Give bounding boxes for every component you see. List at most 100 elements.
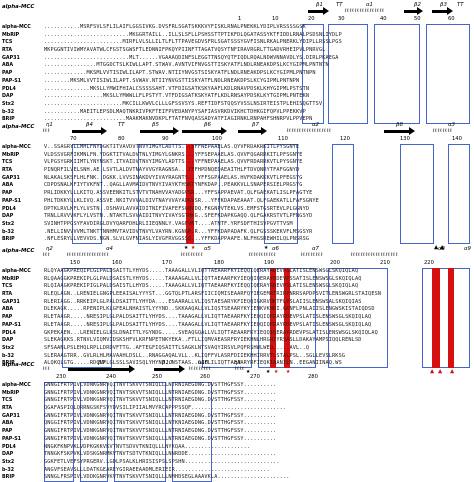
annotation-marks: ★ ★ ★ ▲ ▲ bbox=[2, 242, 472, 252]
beta-strand-arrow bbox=[182, 127, 227, 135]
residue-ruler: 70 80 90 100 110 120 130 140 bbox=[2, 136, 472, 144]
sequence-residues: VLDSSVGRFIKMNLFN.YDGKTITVALDVTNLYIMGYLGN… bbox=[44, 151, 303, 158]
sequence-residues: RLETAAGR.....NRESIPLGLPALDSAITTLYHYDS...… bbox=[44, 314, 372, 321]
sequence-name: Stx2 bbox=[2, 221, 15, 227]
sequence-name: GAP31 bbox=[2, 413, 20, 419]
sequence-row: Stx2 SVINHTPPGSYFAVDIRGLDVYQARFDHLRLIIEQN… bbox=[2, 221, 472, 229]
sequence-row: ABA ................MTGGDCTSLKIWLLAPT.STW… bbox=[2, 62, 472, 70]
sequence-name: BRIP bbox=[2, 361, 15, 367]
tick-label: 30 bbox=[338, 16, 345, 22]
sequence-residues: GNNGIFRTPIVLVDNKGNRVQITNVTSKVVTSNIQLLLNT… bbox=[44, 382, 277, 388]
sequence-row: MbRIP VLDSSVGRFIKMNLFN.YDGKTITVALDVTNLYIM… bbox=[2, 152, 472, 160]
helix-coil: ℓℓℓ bbox=[42, 366, 50, 372]
element-label: α1 bbox=[366, 2, 373, 8]
sequence-name: alpha-MCC bbox=[2, 25, 31, 30]
sequence-residues: ..............MKSLLYMWIFHIALCSSSSSAHT.VT… bbox=[44, 85, 310, 92]
sequence-residues: DPTKLRVLKFLYLVSTN..DSHAVLAVVAIDITNIFIVAF… bbox=[44, 205, 310, 212]
sequence-name: MbRIP bbox=[2, 276, 20, 282]
sequence-row: PDL4 ..............MKSLLYMWIFHIALCSSSSSAH… bbox=[2, 86, 472, 94]
beta-strand-arrow bbox=[384, 127, 415, 135]
sequence-name: TCS bbox=[2, 398, 13, 404]
sequence-residues: .NFLESRYLLVEVVDS.NGN.SLVLGVFNIASLYIVGFRV… bbox=[44, 236, 310, 243]
sequence-row: TCS ........................MIRFLVLSLLILT… bbox=[2, 39, 472, 47]
secondary-structure-track: alpha-MCC β9 β10 α10 η3 ℓℓℓ ℓℓℓℓℓℓℓℓℓ ℓℓ… bbox=[2, 360, 472, 382]
helix-coil: ℓℓℓℓℓℓℓℓℓℓℓℓℓℓℓℓℓ bbox=[66, 252, 109, 258]
element-label: β9 bbox=[98, 360, 105, 366]
residue-ruler: 150 160 170 180 190 200 210 220 bbox=[2, 260, 472, 268]
triangle-icon: ▲ bbox=[440, 242, 445, 251]
sequence-row: PAP-S1 GNNGIFRTPIVLVDNKGNRVQITNVTSKVVTSNI… bbox=[2, 436, 472, 444]
sequence-row: GAP31 RLERIAGG..RRKEIPLGLPALDSAITTLYHYDA.… bbox=[2, 299, 472, 307]
element-label: α3 bbox=[448, 122, 455, 128]
sequence-row: DAP TNNGKFSKPVKLVDSKGNRMKVTNVTSDTVTKNIQLL… bbox=[2, 451, 472, 459]
tick-label: 120 bbox=[340, 136, 350, 142]
element-label: β6 bbox=[204, 122, 211, 128]
sequence-row: alpha-MCC RLQYAAGKPREQIPLGLPALDSAITTLYHYD… bbox=[2, 268, 472, 276]
sequence-residues: ..................MKSLLYMWWLLFLPSTYT.VTF… bbox=[44, 93, 310, 100]
sequence-row: PAP-S1 RLETAAGR.....NRESIPLGLPALDSAITTLYH… bbox=[2, 322, 472, 330]
tick-label: 190 bbox=[264, 260, 274, 266]
sequence-residues: TRNLLRVVVKFLYLVSTN..NTAKTLSVVAIDITNVYIVA… bbox=[44, 213, 313, 220]
sequence-row: Stx2 ........................MKCILLKWVLCL… bbox=[2, 101, 472, 109]
sequence-row: PAP RLETAAGR.....NRESIPLGLPALDSAITTLYHYDS… bbox=[2, 314, 472, 322]
tick-label: 110 bbox=[278, 136, 288, 142]
sequence-name: PAP bbox=[2, 315, 13, 321]
helix-coil: ℓℓℓℓℓℓℓℓℓ bbox=[300, 252, 323, 258]
sequence-name: PAP bbox=[2, 191, 13, 197]
tick-label: 230 bbox=[56, 374, 66, 380]
sequence-residues: ........................MIRFLVLSLLILTLFL… bbox=[44, 39, 342, 46]
sequence-row: DAP ..................MKSLLYMWWLLFLPSTYT.… bbox=[2, 93, 472, 101]
triangle-icon: ▲ bbox=[430, 366, 435, 375]
sequence-residues: ..........................MLT......VGAAA… bbox=[44, 54, 339, 61]
annotation-marks: ★ ★ ★ ★ ▲ ▲ ▲ bbox=[2, 366, 472, 376]
helix-coil: ℓℓℓℓℓℓℓℓℓ bbox=[188, 366, 211, 372]
sequence-row: MbRIP RLQAAGGKPREKIPLGLPALDSAISTLYHYDS...… bbox=[2, 276, 472, 284]
sequence-residues: SFSAANLPSLEHQLRPLLDRDVFTTG..AFTEGFIQSAIT… bbox=[44, 344, 310, 351]
sequence-row: PAP .............MKSMLVVTISIWLILAPT.STWAV… bbox=[2, 70, 472, 78]
element-label: α6 bbox=[272, 246, 279, 252]
sequence-residues: PINQRFILVELSNH.AE.LSVTLALDVTNAYVVGYRAGNS… bbox=[44, 167, 300, 174]
sequence-row: b-32 .NELLINVVVVMLTNKTTNNHMVTAVIDVTNVYLVA… bbox=[2, 229, 472, 237]
sequence-row: PDL4 NNGKFKNPVKLVDPKGKKVKVTNVTSDVVTKNIQLL… bbox=[2, 444, 472, 452]
sequence-residues: .NELLINVVVVMLTNKTTNNHMVTAVIDVTNVYLVAYRN.… bbox=[44, 228, 313, 235]
element-label: β2 bbox=[414, 2, 421, 8]
sequence-row: RTA MKPGGNTIVIWMYAVATWLCFGSTSGWSFTLEDNNIF… bbox=[2, 47, 472, 55]
sequence-row: BRIP .........................MAAKMAKNVDK… bbox=[2, 116, 472, 124]
sequence-row: ABA CDPDSNALKFIYTVKFNT..QAGLLAVMAIDVTNVYI… bbox=[2, 182, 472, 190]
alignment-block-4: alpha-MCC β9 β10 α10 η3 ℓℓℓ ℓℓℓℓℓℓℓℓℓ ℓℓ… bbox=[2, 360, 472, 482]
helix-coil: ℓℓℓℓ bbox=[234, 366, 245, 372]
beta-strand-arrow bbox=[308, 7, 329, 15]
sequence-name: PAP bbox=[2, 71, 13, 77]
element-label: TT bbox=[336, 2, 343, 8]
beta-strand-arrow bbox=[404, 7, 423, 15]
sequence-row: PAP GNNGIFRTPIVLVDNKGNRVQITNVTSKVVTSNIQLL… bbox=[2, 428, 472, 436]
sequence-name: MbRIP bbox=[2, 390, 20, 396]
tick-label: 270 bbox=[250, 374, 260, 380]
structure-reference-name: alpha-MCC bbox=[2, 248, 35, 254]
sequence-residues: QGAFASPIQLQRRNGSKFSVYDVSILIPIIALMVYRCAPP… bbox=[44, 405, 287, 412]
sequence-residues: SLERAAGTRR..GVLRLHLMAVAAHLDSLL..RNAGGAQA… bbox=[44, 352, 346, 359]
secondary-structure-track: alpha-MCC η1 β4 TT β5 β6 β7 α2 β8 α3 ℓℓℓ… bbox=[2, 122, 472, 144]
structure-reference-name: alpha-MCC bbox=[2, 362, 35, 368]
sequence-residues: VLPGSYGRKIIMTLYNYNSKT.ITVAIDVTNVYIMGYLAD… bbox=[44, 159, 303, 166]
invariant-residue-column bbox=[186, 144, 194, 244]
sequence-name: b-32 bbox=[2, 229, 15, 235]
sequence-name: PDL4 bbox=[2, 206, 16, 212]
tick-label: 20 bbox=[308, 16, 315, 22]
sequence-name: RTA bbox=[2, 48, 13, 54]
sequence-row: PDL4 DPTKLRVLKFLYLVSTN..DSHAVLAVVAIDITNIF… bbox=[2, 206, 472, 214]
element-label: β4 bbox=[86, 122, 93, 128]
sequence-row: GAP31 NLAKALSKSFLHLFNK..DGKK.LVVSINAKDVYI… bbox=[2, 175, 472, 183]
sequence-residues: GNNGIFRTPIVLVDNKGNRVQITNVTSKVVTSNIQLLLNT… bbox=[44, 428, 277, 435]
sequence-row: PDL4 GKPEKAEN...LRENIELGLRSLDNAITTLYGYNDG… bbox=[2, 330, 472, 338]
element-label: α10 bbox=[198, 360, 209, 366]
sequence-name: TCS bbox=[2, 284, 13, 290]
sequence-residues: RLQAAGGKPREKIPLGLPALDSAISTLYHYDS.....TAA… bbox=[44, 275, 362, 282]
sequence-name: PAP-S1 bbox=[2, 198, 22, 204]
sequence-name: MbRIP bbox=[2, 152, 20, 158]
sequence-residues: ........................MKCILLKWVLCLLLGF… bbox=[44, 100, 323, 107]
star-icon: ★ bbox=[266, 366, 271, 375]
tick-label: 130 bbox=[400, 136, 410, 142]
sequence-row: DAP SLEKAGKKS.RTNVLVIQMVIDSKSHFVLKRFNPETN… bbox=[2, 337, 472, 345]
sequence-rows: alpha-MCC V..SSAGRYLLMHLFNYDGKTITVAVDVTNV… bbox=[2, 144, 472, 252]
